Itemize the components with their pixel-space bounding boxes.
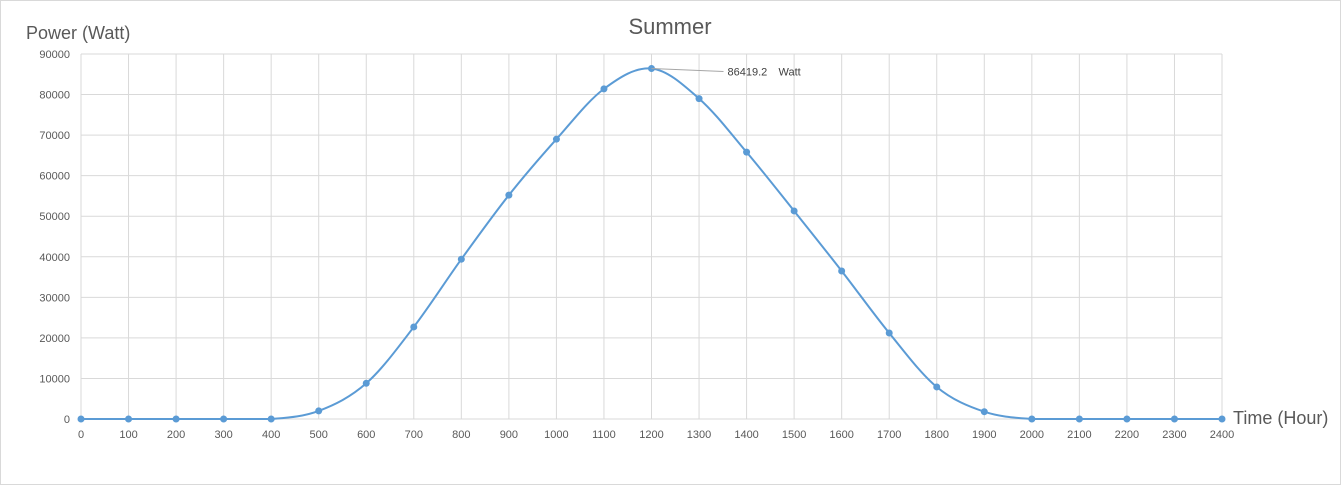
x-tick-label: 2100 xyxy=(1067,429,1091,441)
data-point xyxy=(267,415,275,423)
data-point xyxy=(743,148,751,156)
data-point xyxy=(362,379,370,387)
x-tick-label: 1600 xyxy=(829,429,853,441)
y-tick-label: 10000 xyxy=(39,373,70,385)
y-tick-label: 90000 xyxy=(39,49,70,61)
data-point xyxy=(933,383,941,391)
data-point xyxy=(790,207,798,215)
data-point xyxy=(600,85,608,93)
y-tick-label: 50000 xyxy=(39,211,70,223)
x-tick-label: 1700 xyxy=(877,429,901,441)
data-point xyxy=(1123,415,1131,423)
peak-annotation-value: 86419.2 xyxy=(728,67,768,79)
axis-ticks: 0 100 200 300 400 500 600 700 800 900 1000 1100 1200… xyxy=(39,49,1234,441)
data-point xyxy=(1028,415,1036,423)
chart-title: Summer xyxy=(628,14,711,39)
peak-annotation-unit: Watt xyxy=(779,67,801,79)
data-point xyxy=(885,329,893,337)
y-tick-label: 20000 xyxy=(39,333,70,345)
x-tick-label: 800 xyxy=(452,429,470,441)
data-point xyxy=(980,408,988,416)
x-tick-label: 1500 xyxy=(782,429,806,441)
y-tick-label: 40000 xyxy=(39,252,70,264)
x-tick-label: 200 xyxy=(167,429,185,441)
data-point xyxy=(410,323,418,331)
y-tick-label: 80000 xyxy=(39,90,70,102)
data-point xyxy=(552,135,560,143)
x-tick-label: 1900 xyxy=(972,429,996,441)
data-point xyxy=(77,415,85,423)
x-tick-label: 900 xyxy=(500,429,518,441)
x-tick-label: 600 xyxy=(357,429,375,441)
data-point xyxy=(695,95,703,103)
x-tick-label: 2300 xyxy=(1162,429,1186,441)
data-point xyxy=(1218,415,1226,423)
x-tick-label: 1000 xyxy=(544,429,568,441)
y-tick-label: 30000 xyxy=(39,292,70,304)
x-tick-label: 300 xyxy=(214,429,232,441)
x-tick-label: 700 xyxy=(405,429,423,441)
x-tick-label: 2000 xyxy=(1020,429,1044,441)
data-point xyxy=(125,415,133,423)
data-point xyxy=(172,415,180,423)
annotation-leader-line xyxy=(651,68,724,73)
x-tick-label: 500 xyxy=(310,429,328,441)
y-axis-title: Power (Watt) xyxy=(26,23,130,43)
x-tick-label: 1800 xyxy=(925,429,949,441)
x-tick-label: 400 xyxy=(262,429,280,441)
x-tick-label: 1400 xyxy=(734,429,758,441)
y-tick-label: 70000 xyxy=(39,130,70,142)
x-tick-label: 1200 xyxy=(639,429,663,441)
x-tick-label: 2200 xyxy=(1115,429,1139,441)
x-tick-label: 100 xyxy=(119,429,137,441)
grid xyxy=(80,53,1223,420)
x-tick-label: 1300 xyxy=(687,429,711,441)
x-tick-label: 0 xyxy=(78,429,84,441)
data-point xyxy=(1075,415,1083,423)
y-tick-label: 0 xyxy=(64,414,70,426)
data-point xyxy=(838,267,846,275)
data-point xyxy=(220,415,228,423)
plot-area: 86419.2 Watt xyxy=(77,65,1226,423)
data-point xyxy=(457,255,465,263)
data-point xyxy=(1170,415,1178,423)
data-point xyxy=(505,191,513,199)
x-tick-label: 1100 xyxy=(592,429,616,441)
y-tick-label: 60000 xyxy=(39,171,70,183)
x-tick-label: 2400 xyxy=(1210,429,1234,441)
data-point xyxy=(315,407,323,415)
x-axis-title: Time (Hour) xyxy=(1233,408,1328,428)
